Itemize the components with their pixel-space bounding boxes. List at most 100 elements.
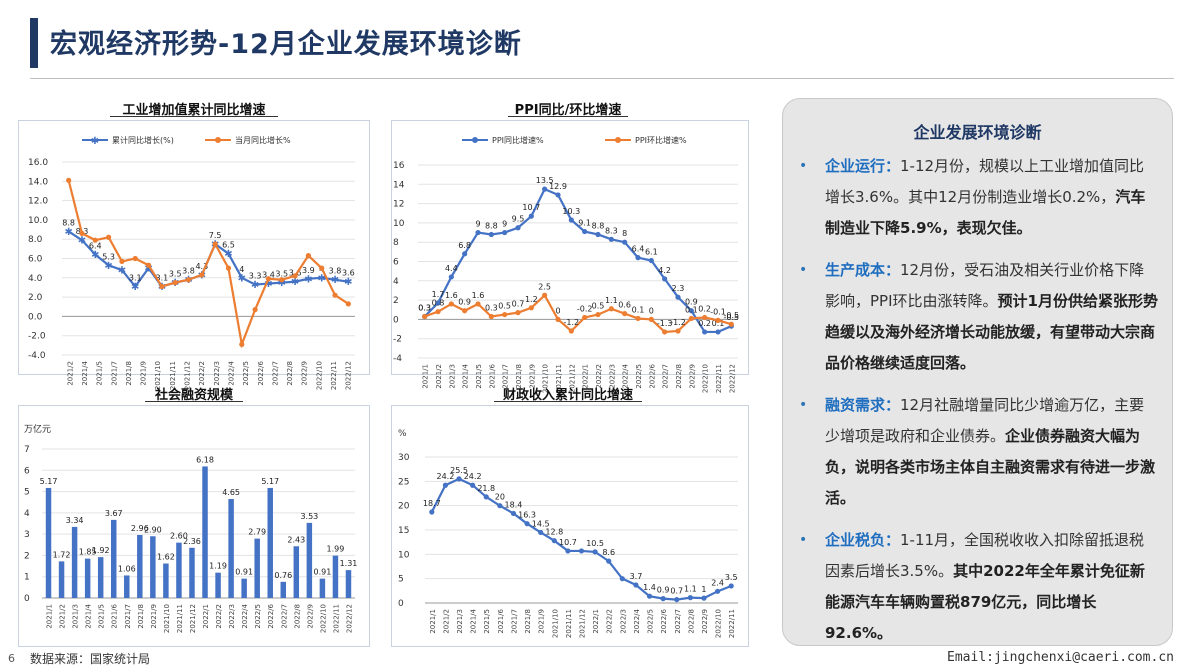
item-text: 12月份，受石油及相关行业价格下降影响，PPI环比由涨转降。	[825, 261, 1145, 310]
x-tick-label: 2021/3	[448, 364, 456, 389]
data-source: 数据来源：国家统计局	[30, 652, 151, 666]
x-tick-label: 2021/8	[524, 609, 532, 634]
data-point	[714, 588, 721, 594]
data-label: 4.65	[222, 488, 240, 497]
y-tick-label: 7	[24, 445, 30, 455]
x-tick-label: 2021/9	[528, 364, 536, 389]
data-label: 1.99	[327, 545, 345, 554]
bar	[163, 563, 169, 598]
data-point	[79, 230, 85, 237]
data-point: ✱	[291, 277, 299, 288]
x-tick-label: 2021/4	[462, 363, 470, 388]
data-label: 0.9	[657, 586, 670, 595]
data-label: 2.43	[287, 535, 305, 544]
data-label: 5.17	[261, 477, 279, 486]
data-label: 20	[495, 493, 505, 502]
data-point	[462, 308, 468, 314]
x-tick-label: 2021/11	[169, 361, 177, 390]
x-tick-label: 2022/2	[606, 609, 614, 634]
bar	[293, 546, 300, 598]
ppi-chart-title: PPI同比/环比增速	[514, 103, 622, 118]
data-point	[462, 251, 468, 257]
x-tick-label: 2021/12	[189, 604, 197, 633]
legend-label: PPI同比增速%	[492, 135, 544, 145]
x-tick-label: 2021/9	[140, 361, 148, 386]
diagnosis-item-tax: • 企业税负：1-11月，全国税收收入扣除留抵退税因素后增长3.5%。其中2022…	[793, 525, 1158, 649]
data-point	[145, 262, 152, 268]
bar	[215, 572, 221, 598]
x-tick-label: 2021/9	[150, 604, 158, 629]
x-tick-label: 2021/5	[475, 364, 483, 389]
x-tick-label: 2022/5	[635, 364, 643, 389]
data-point	[488, 231, 494, 238]
data-point: ✱	[144, 264, 152, 275]
data-point	[448, 274, 454, 280]
x-tick-label: 2022/6	[257, 360, 265, 385]
data-point	[92, 237, 98, 243]
data-label: 1.92	[92, 546, 110, 555]
data-label: 21.8	[477, 484, 495, 493]
y-tick-label: 8	[393, 238, 399, 248]
data-point	[608, 236, 614, 242]
x-tick-label: 2022/7	[280, 604, 288, 629]
x-tick-label: 2021/5	[98, 604, 106, 629]
bullet-dot-icon: •	[799, 532, 808, 548]
series-line	[430, 477, 732, 601]
x-tick-label: 2022/9	[306, 604, 314, 629]
data-point	[456, 476, 462, 482]
data-label: 12.8	[545, 528, 563, 537]
x-tick-label: 2021/2	[59, 604, 67, 629]
data-label: -1.2	[564, 318, 580, 327]
x-tick-label: 2022/3	[228, 604, 236, 629]
data-label: 24.2	[464, 472, 482, 481]
y-tick-label: 6	[24, 466, 30, 476]
y-tick-label: -4	[393, 354, 402, 364]
bar	[71, 526, 78, 598]
data-point	[619, 576, 625, 582]
bar	[58, 561, 65, 598]
y-tick-label: -4.0	[28, 351, 46, 361]
data-label: 2.90	[144, 525, 162, 534]
y-tick-label: -2	[393, 335, 402, 345]
data-label: 7.5	[209, 231, 222, 240]
item-emphasis: 企业债券融资大幅为负，说明各类市场主体自主融资需求有待进一步激活。	[825, 427, 1156, 507]
data-point	[551, 538, 557, 544]
data-label: 9	[475, 220, 480, 229]
x-tick-label: 2022/1	[202, 604, 210, 629]
x-tick-label: 2021/11	[555, 364, 563, 393]
data-label: 2.5	[538, 282, 551, 291]
y-tick-label: 4	[393, 277, 399, 287]
data-point	[582, 228, 588, 235]
data-point	[159, 283, 165, 290]
data-label: 0.8	[432, 299, 445, 308]
data-label: 0	[555, 306, 560, 315]
data-label: 0	[649, 306, 654, 315]
bar	[84, 558, 91, 598]
data-label: 2.36	[183, 537, 201, 546]
data-label: 10.5	[586, 539, 604, 548]
x-tick-label: 2021/6	[111, 603, 119, 628]
data-point: ✱	[318, 273, 326, 284]
data-label: 0.3	[418, 304, 431, 313]
x-tick-label: 2021/9	[538, 609, 546, 634]
data-label: 1.85	[79, 548, 97, 557]
data-point	[239, 341, 245, 347]
legend-marker	[472, 137, 478, 143]
data-point	[265, 276, 272, 282]
diagnosis-list: • 企业运行：1-12月份，规模以上工业增加值同比增长3.6%。其中12月份制造业…	[793, 151, 1158, 660]
data-point	[199, 272, 205, 278]
y-tick-label: 0	[24, 594, 30, 604]
data-label: 4.3	[195, 262, 208, 271]
x-tick-label: 2022/10	[319, 604, 327, 633]
data-point	[662, 276, 668, 282]
data-label: 0.9	[458, 298, 471, 307]
data-point	[528, 213, 534, 219]
fiscal-title-underline	[494, 401, 642, 402]
bar	[202, 466, 208, 598]
data-point	[442, 482, 449, 488]
industrial-chart-title: 工业增加值累计同比增速	[122, 103, 266, 118]
data-point	[435, 309, 441, 315]
data-label: 2.3	[672, 284, 685, 293]
